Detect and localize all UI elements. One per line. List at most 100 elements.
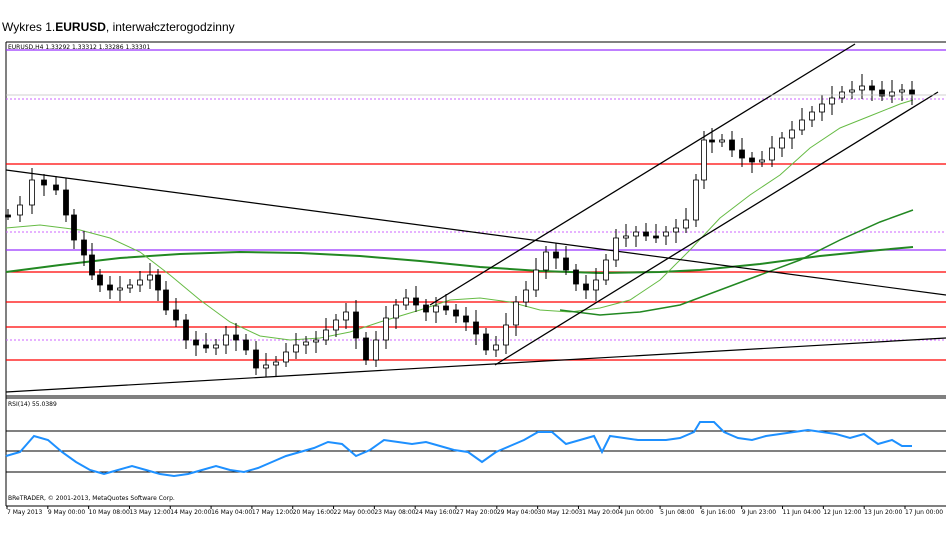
- x-tick-label: 9 Jun 23:00: [742, 509, 776, 516]
- candle-body: [473, 321, 479, 335]
- candle-body: [653, 235, 659, 239]
- x-tick-label: 12 Jun 12:00: [823, 509, 861, 516]
- candle-body: [879, 89, 885, 97]
- candle-body: [29, 179, 35, 206]
- candle-body: [173, 309, 179, 321]
- candle-body: [81, 239, 87, 256]
- candle-body: [543, 251, 549, 271]
- candle-body: [147, 274, 153, 281]
- x-tick-label: 31 May 20:00: [578, 509, 619, 516]
- candle-body: [563, 257, 569, 271]
- channel-upper-line: [429, 43, 856, 306]
- candle-body: [137, 279, 143, 286]
- candle-body: [603, 259, 609, 281]
- candle-body: [623, 235, 629, 239]
- candle-body: [573, 269, 579, 285]
- candle-body: [71, 214, 77, 241]
- candle-body: [553, 251, 559, 259]
- candle-body: [107, 284, 113, 291]
- candle-body: [63, 189, 69, 216]
- candle-body: [333, 319, 339, 331]
- symbol-info: EURUSD,H4 1.33292 1.33312 1.33286 1.3330…: [8, 44, 150, 51]
- candle-body: [243, 339, 249, 351]
- x-tick-label: 7 May 2013: [7, 509, 42, 516]
- x-tick-label: 13 May 12:00: [129, 509, 170, 516]
- channel-lower-line: [494, 91, 939, 366]
- title-suffix: , interwałczterogodzinny: [105, 20, 235, 34]
- x-tick-label: 20 May 16:00: [293, 509, 334, 516]
- candle-body: [117, 287, 123, 291]
- x-tick-label: 16 May 04:00: [211, 509, 252, 516]
- copyright-text: BReTRADER, © 2001-2013, MetaQuotes Softw…: [8, 495, 175, 502]
- rsi-label: RSI(14) 55.0389: [8, 401, 57, 408]
- candle-body: [799, 119, 805, 131]
- candle-body: [819, 103, 825, 113]
- price-levels: [6, 49, 946, 361]
- candle-body: [583, 283, 589, 291]
- candle-body: [155, 274, 161, 291]
- x-tick-label: 14 May 20:00: [170, 509, 211, 516]
- candle-body: [313, 339, 319, 343]
- x-tick-label: 17 Jun 00:00: [905, 509, 943, 516]
- candle-body: [779, 137, 785, 149]
- candle-body: [443, 305, 449, 311]
- title-symbol: EURUSD: [55, 20, 106, 34]
- candle-body: [5, 214, 11, 218]
- candle-body: [759, 159, 765, 163]
- candle-body: [683, 219, 689, 229]
- candle-body: [719, 139, 725, 143]
- candle-body: [97, 274, 103, 286]
- candle-body: [453, 309, 459, 317]
- x-tick-label: 9 May 00:00: [48, 509, 86, 516]
- candle-body: [263, 364, 269, 369]
- candle-body: [701, 139, 707, 181]
- candle-body: [593, 279, 599, 291]
- moving-average-short: [5, 99, 914, 341]
- candle-body: [523, 289, 529, 303]
- candle-body: [693, 179, 699, 221]
- candle-body: [203, 344, 209, 349]
- candle-body: [859, 85, 865, 91]
- x-tick-label: 24 May 16:00: [415, 509, 456, 516]
- candle-body: [613, 237, 619, 261]
- candle-body: [709, 139, 715, 143]
- candle-body: [633, 231, 639, 237]
- candle-body: [533, 269, 539, 291]
- rsi-panel: [5, 421, 946, 478]
- candle-body: [899, 89, 905, 93]
- candle-body: [673, 227, 679, 233]
- long-term-ascending-trendline: [5, 337, 946, 393]
- candle-body: [869, 85, 875, 91]
- candle-body: [383, 317, 389, 341]
- candle-body: [493, 344, 499, 351]
- candlesticks: [5, 74, 915, 377]
- candle-body: [363, 337, 369, 361]
- candle-body: [127, 284, 133, 289]
- candle-body: [193, 339, 199, 346]
- candle-body: [849, 89, 855, 93]
- candle-body: [213, 344, 219, 349]
- candle-body: [433, 305, 439, 313]
- candle-body: [809, 111, 815, 121]
- candle-body: [293, 344, 299, 353]
- candle-body: [393, 304, 399, 319]
- candle-body: [829, 97, 835, 105]
- x-tick-label: 27 May 20:00: [456, 509, 497, 516]
- candle-body: [423, 304, 429, 313]
- candle-body: [663, 231, 669, 237]
- candle-body: [413, 297, 419, 306]
- candle-body: [17, 204, 23, 216]
- x-tick-label: 6 Jun 16:00: [701, 509, 735, 516]
- candle-body: [739, 149, 745, 159]
- candle-body: [89, 254, 95, 276]
- candle-body: [343, 311, 349, 321]
- candle-body: [233, 334, 239, 341]
- chart-title: Wykres 1.EURUSD, interwałczterogodzinny: [2, 20, 235, 34]
- x-tick-label: 13 Jun 20:00: [864, 509, 902, 516]
- candle-body: [729, 139, 735, 151]
- x-tick-label: 10 May 08:00: [89, 509, 130, 516]
- moving-average-long: [5, 246, 914, 275]
- candle-body: [223, 334, 229, 346]
- candle-body: [353, 311, 359, 339]
